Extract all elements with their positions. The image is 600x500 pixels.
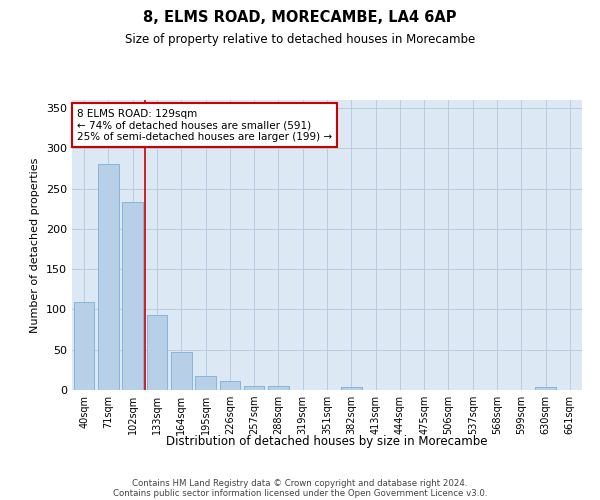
Bar [146,315,167,390]
Text: 8, ELMS ROAD, MORECAMBE, LA4 6AP: 8, ELMS ROAD, MORECAMBE, LA4 6AP [143,10,457,25]
Bar [195,376,216,390]
Text: 8 ELMS ROAD: 129sqm
← 74% of detached houses are smaller (591)
25% of semi-detac: 8 ELMS ROAD: 129sqm ← 74% of detached ho… [77,108,332,142]
Text: Contains HM Land Registry data © Crown copyright and database right 2024.: Contains HM Land Registry data © Crown c… [132,478,468,488]
Bar [98,164,119,390]
Y-axis label: Number of detached properties: Number of detached properties [31,158,40,332]
Text: Contains public sector information licensed under the Open Government Licence v3: Contains public sector information licen… [113,488,487,498]
Text: Distribution of detached houses by size in Morecambe: Distribution of detached houses by size … [166,435,488,448]
Bar [341,387,362,390]
Bar [268,386,289,390]
Bar [535,387,556,390]
Text: Size of property relative to detached houses in Morecambe: Size of property relative to detached ho… [125,32,475,46]
Bar [74,302,94,390]
Bar [122,202,143,390]
Bar [171,352,191,390]
Bar [220,381,240,390]
Bar [244,386,265,390]
